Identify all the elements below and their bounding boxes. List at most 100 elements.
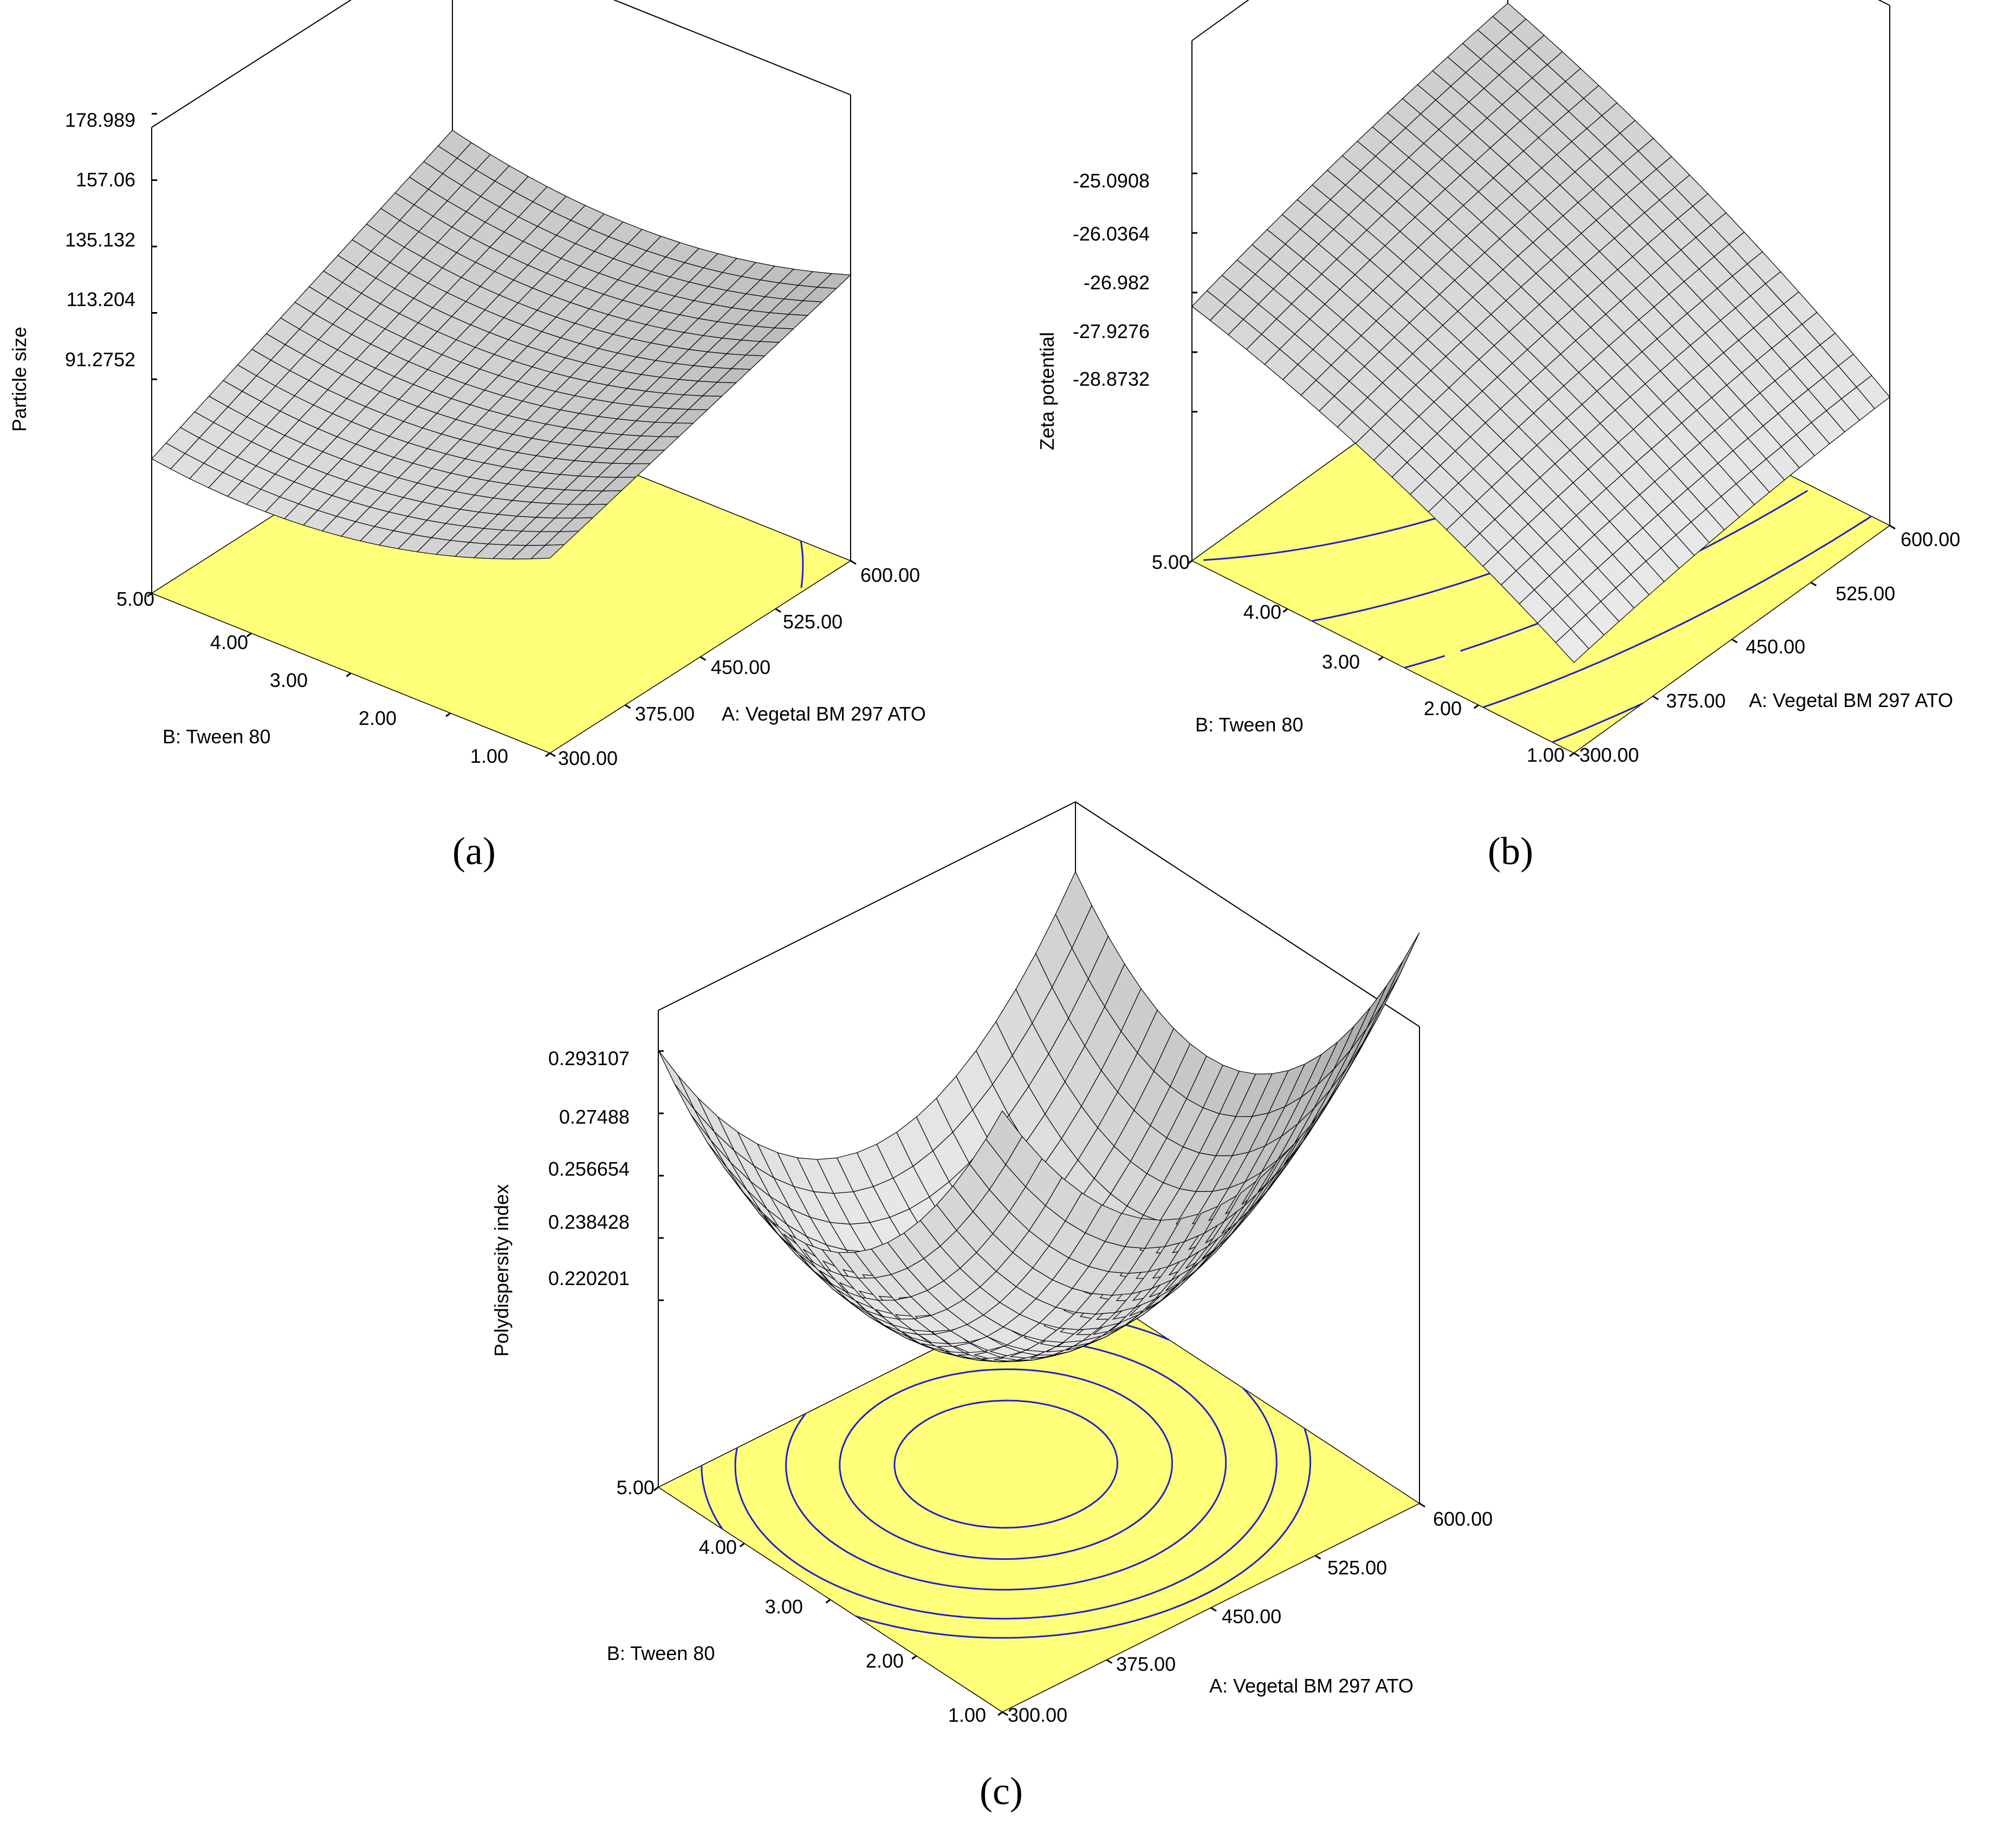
- a-surface-cell: [816, 273, 852, 289]
- panel-b-z-tick-4: -26.0364: [1073, 223, 1150, 245]
- c-contour-line: [893, 1399, 1118, 1529]
- panel-a-x-tick-5: 600.00: [860, 564, 920, 586]
- a-x-tick-mark: [775, 608, 782, 613]
- c-y-tick-mark: [825, 1599, 831, 1604]
- panel-a-y-label: B: Tween 80: [163, 725, 270, 748]
- b-x-tick-mark: [1731, 638, 1738, 644]
- panel-a-z-tick-3: 135.132: [65, 229, 135, 251]
- c-x-tick-mark: [1314, 1554, 1321, 1560]
- b-contour-line: [1552, 702, 1644, 743]
- c-surface-cell: [1383, 932, 1420, 1003]
- a-contour-line: [800, 540, 804, 588]
- b-x-tick-mark: [1810, 581, 1817, 587]
- panel-b-z-tick-5: -25.0908: [1073, 170, 1150, 192]
- panel-c-z-tick-2: 0.238428: [548, 1211, 630, 1233]
- panel-a-y-tick-1: 1.00: [470, 745, 508, 767]
- c-y-tick-mark: [653, 1486, 659, 1492]
- b-x-tick-mark: [1889, 524, 1896, 530]
- panel-b-z-tick-3: -26.982: [1084, 271, 1150, 294]
- c-x-tick-mark: [1106, 1659, 1113, 1664]
- panel-b-label: (b): [1488, 829, 1533, 873]
- panel-c-x-tick-1: 300.00: [1008, 1704, 1067, 1726]
- panel-c-y-label: B: Tween 80: [607, 1642, 715, 1664]
- c-box-edge: [1075, 801, 1420, 1027]
- b-x-tick-mark: [1652, 695, 1659, 701]
- panel-c-tick-marks: [653, 1050, 1425, 1716]
- c-contour-line: [839, 1368, 1174, 1560]
- panel-b-z-tick-1: -28.8732: [1073, 368, 1150, 390]
- panel-a-surface: [151, 129, 852, 560]
- c-surface-cell: [1363, 975, 1400, 1043]
- panel-c: 0.220201 0.238428 0.256654 0.27488 0.293…: [490, 801, 1493, 1813]
- panel-a-y-tick-2: 2.00: [359, 707, 397, 729]
- panel-c-z-tick-1: 0.220201: [548, 1267, 630, 1289]
- panel-b: -28.8732 -27.9276 -26.982 -26.0364 -25.0…: [1036, 0, 1960, 873]
- panel-c-y-tick-1: 1.00: [948, 1704, 986, 1726]
- panel-b-x-tick-2: 375.00: [1666, 690, 1726, 712]
- panel-a-y-tick-3: 3.00: [270, 669, 308, 691]
- a-x-tick-mark: [699, 656, 706, 661]
- panel-a-z-tick-2: 113.204: [67, 288, 135, 310]
- panel-c-y-tick-3: 3.00: [765, 1596, 803, 1618]
- panel-a-y-tick-4: 4.00: [210, 631, 248, 653]
- a-y-tick-mark: [545, 752, 550, 757]
- panel-a-x-label: A: Vegetal BM 297 ATO: [722, 703, 926, 725]
- b-y-tick-mark: [1473, 704, 1479, 709]
- panel-c-x-tick-5: 600.00: [1433, 1508, 1493, 1530]
- panel-b-x-label: A: Vegetal BM 297 ATO: [1749, 689, 1953, 711]
- panel-a-z-tick-5: 178.989: [65, 109, 135, 131]
- b-surface-cell: [1856, 375, 1890, 410]
- panel-b-x-tick-5: 600.00: [1901, 528, 1960, 550]
- panel-b-surface: [1191, 3, 1890, 663]
- a-x-tick-mark: [549, 752, 556, 757]
- b-y-tick-mark: [1378, 656, 1384, 661]
- b-x-tick-mark: [1573, 752, 1580, 757]
- panel-c-x-tick-2: 375.00: [1116, 1653, 1176, 1675]
- panel-a-x-tick-4: 525.00: [783, 611, 842, 633]
- panel-a-x-tick-2: 375.00: [635, 703, 695, 725]
- a-y-tick-mark: [246, 632, 252, 637]
- b-contour-line: [1482, 515, 1872, 708]
- c-contour-line: [701, 1291, 1311, 1639]
- c-x-tick-mark: [1002, 1711, 1008, 1716]
- a-x-tick-mark: [850, 560, 857, 565]
- b-y-tick-mark: [1282, 608, 1288, 613]
- panel-c-z-tick-4: 0.27488: [559, 1106, 630, 1128]
- panel-b-y-tick-2: 2.00: [1424, 697, 1462, 719]
- panel-b-y-label: B: Tween 80: [1195, 714, 1303, 736]
- panel-c-x-label: A: Vegetal BM 297 ATO: [1209, 1675, 1414, 1697]
- panel-a: 91.2752 113.204 135.132 157.06 178.989 P…: [8, 0, 926, 873]
- panel-a-tick-marks: [147, 113, 857, 757]
- panel-b-x-tick-1: 300.00: [1579, 744, 1639, 766]
- panel-b-y-tick-3: 3.00: [1322, 651, 1360, 673]
- c-surface-cell: [658, 1050, 695, 1110]
- panel-b-tick-marks: [1187, 172, 1896, 757]
- panel-c-y-tick-2: 2.00: [866, 1650, 904, 1672]
- panel-a-label: (a): [452, 829, 496, 873]
- panel-a-z-tick-1: 91.2752: [65, 348, 135, 371]
- panel-a-y-tick-5: 5.00: [116, 588, 154, 610]
- c-box-edge: [658, 801, 1076, 1011]
- panel-b-z-tick-2: -27.9276: [1073, 320, 1150, 342]
- a-y-tick-mark: [346, 672, 352, 677]
- b-y-tick-mark: [1569, 752, 1574, 757]
- c-y-tick-mark: [911, 1655, 917, 1660]
- c-x-tick-mark: [1419, 1502, 1425, 1508]
- panel-b-y-tick-1: 1.00: [1527, 744, 1565, 766]
- panel-a-x-tick-1: 300.00: [558, 747, 618, 769]
- panel-c-x-tick-4: 525.00: [1327, 1557, 1387, 1579]
- b-box-edge: [1877, 0, 1890, 6]
- panel-a-z-label: Particle size: [8, 327, 30, 432]
- a-x-tick-mark: [624, 704, 631, 709]
- b-box-edge: [1191, 0, 1249, 41]
- a-box-edge: [613, 0, 851, 95]
- panel-b-x-tick-4: 525.00: [1836, 582, 1895, 605]
- panel-c-y-tick-4: 4.00: [699, 1536, 737, 1558]
- panel-c-z-label: Polydispersity index: [490, 1184, 513, 1357]
- c-surface-cell: [1366, 960, 1404, 1029]
- panel-b-z-label: Zeta potential: [1036, 332, 1058, 450]
- panel-a-contours: [800, 540, 804, 588]
- panel-c-z-tick-5: 0.293107: [548, 1047, 630, 1069]
- panel-c-label: (c): [980, 1769, 1023, 1813]
- a-y-tick-mark: [147, 592, 152, 598]
